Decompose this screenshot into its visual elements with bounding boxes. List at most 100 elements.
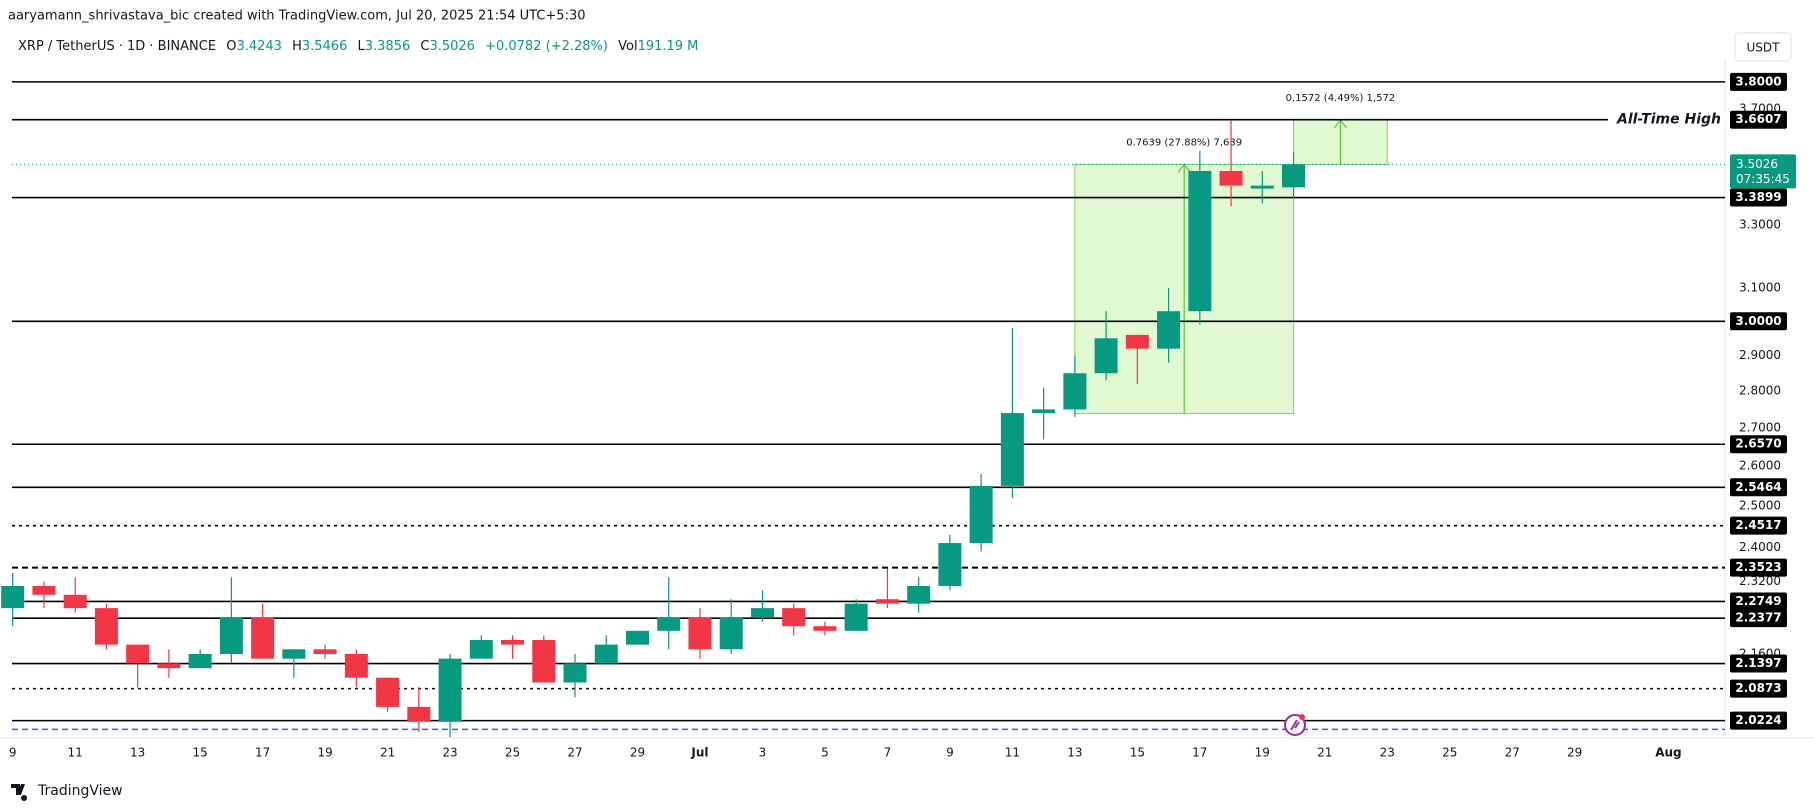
candle-body (376, 677, 400, 707)
level-label-box (1730, 558, 1787, 577)
brand: TradingView (37, 783, 123, 799)
candle-body (469, 639, 493, 659)
logo (11, 784, 28, 801)
event-icon-mark (1290, 719, 1300, 731)
y-tick-label: 2.4000 (1739, 540, 1781, 554)
x-tick-label: Aug (1655, 746, 1681, 760)
level-label-box (1730, 478, 1787, 497)
candle-body (1032, 409, 1056, 414)
candle-body (313, 649, 337, 654)
level-label-box (1730, 654, 1787, 673)
level-label: 3.3899 (1735, 190, 1781, 204)
candle-body (1063, 373, 1087, 410)
x-tick-label: 3 (759, 746, 767, 760)
x-tick-label: 27 (1505, 746, 1520, 760)
y-tick-label: 2.9000 (1739, 348, 1781, 362)
open-value: 3.4243 (236, 39, 282, 54)
close-value: 3.5026 (429, 39, 475, 54)
level-label: 2.1397 (1735, 656, 1781, 670)
x-tick-label: 19 (317, 746, 332, 760)
high-value: 3.5466 (302, 39, 348, 54)
candle-body (875, 599, 899, 604)
high-key: H (292, 39, 302, 54)
candle-body (1188, 170, 1212, 312)
level-label: 3.8000 (1735, 74, 1781, 88)
candle-body (719, 617, 743, 650)
x-tick-label: 15 (1130, 746, 1145, 760)
low-value: 3.3856 (365, 39, 411, 54)
level-label-box (1730, 609, 1787, 628)
symbol-line: XRP / TetherUS · 1D · BINANCE O3.4243 H3… (18, 39, 698, 54)
x-tick-label: 15 (192, 746, 207, 760)
level-label: 2.0873 (1735, 681, 1781, 695)
level-label: 2.6570 (1735, 437, 1781, 451)
low-key: L (358, 39, 366, 54)
candle-body (188, 653, 212, 669)
candle-body (32, 585, 56, 595)
candle-body (501, 639, 525, 645)
measure-label: 0.1572 (4.49%) 1,572 (1286, 93, 1396, 104)
x-tick-label: 19 (1255, 746, 1270, 760)
level-label: 2.2749 (1735, 594, 1781, 608)
level-label-box (1730, 711, 1787, 730)
candle-body (157, 663, 181, 669)
candle-body (219, 617, 243, 654)
candle-body (750, 608, 774, 618)
symbol: XRP / TetherUS · 1D · BINANCE (18, 39, 216, 54)
level-label: 2.3523 (1735, 560, 1781, 574)
x-tick-label: 29 (1567, 746, 1582, 760)
annotation-bg (1608, 110, 1726, 129)
candle-body (344, 653, 368, 678)
y-tick-label: 3.1000 (1739, 281, 1781, 295)
current-price-box (1730, 154, 1796, 189)
candle-body (438, 658, 462, 722)
x-tick-label: 7 (884, 746, 892, 760)
candle-body (626, 630, 649, 645)
x-tick-label: 9 (946, 746, 954, 760)
candle-body (94, 608, 118, 645)
x-tick-label: 23 (442, 746, 457, 760)
candle-body (938, 543, 962, 586)
x-tick-label: 5 (821, 746, 829, 760)
measure-label: 0.7639 (27.88%) 7,639 (1126, 137, 1242, 148)
x-tick-label: 13 (130, 746, 145, 760)
change: +0.0782 (+2.28%) (485, 39, 608, 54)
countdown: 07:35:45 (1736, 172, 1790, 186)
y-tick-label: 2.6000 (1739, 459, 1781, 473)
candle-body (532, 639, 556, 683)
x-tick-label: 29 (630, 746, 645, 760)
candle-body (813, 626, 837, 631)
candle-body (1282, 164, 1306, 188)
level-label: 2.2377 (1735, 611, 1781, 625)
close-key: C (420, 39, 429, 54)
y-tick-label: 2.5000 (1739, 498, 1781, 512)
x-tick-label: 13 (1067, 746, 1082, 760)
credit: aaryamann_shrivastava_bic created with T… (8, 9, 585, 24)
level-label-box (1730, 312, 1787, 331)
x-tick-label: 25 (1442, 746, 1457, 760)
candle-body (126, 644, 150, 664)
currency[interactable]: USDT (1747, 41, 1781, 55)
candle-body (1219, 170, 1243, 186)
x-tick-label: 21 (380, 746, 395, 760)
level-label: 2.4517 (1735, 518, 1781, 532)
y-tick-label: 2.7000 (1739, 420, 1781, 434)
level-label-box (1730, 72, 1787, 91)
y-tick-label: 2.3200 (1739, 574, 1781, 588)
open-key: O (226, 39, 236, 54)
volume-key: Vol (618, 39, 637, 54)
candle-body (1250, 185, 1274, 189)
candle-body (251, 617, 275, 659)
x-tick-label: Jul (690, 746, 708, 760)
x-tick-label: 25 (505, 746, 520, 760)
level-label: 2.0224 (1735, 713, 1781, 727)
volume-value: 191.19 M (638, 39, 699, 54)
candle-body (282, 649, 306, 659)
level-label-box (1730, 110, 1787, 129)
x-tick-label: 17 (1192, 746, 1207, 760)
candle-body (594, 644, 618, 664)
currency-button[interactable] (1734, 32, 1792, 62)
